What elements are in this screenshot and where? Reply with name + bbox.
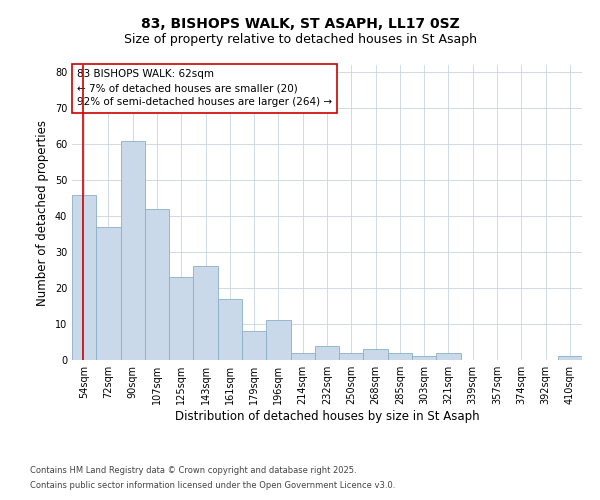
Text: Contains HM Land Registry data © Crown copyright and database right 2025.: Contains HM Land Registry data © Crown c… [30,466,356,475]
Bar [290,353,315,360]
Bar [436,353,461,360]
Text: Contains public sector information licensed under the Open Government Licence v3: Contains public sector information licen… [30,481,395,490]
Y-axis label: Number of detached properties: Number of detached properties [36,120,49,306]
Text: 83, BISHOPS WALK, ST ASAPH, LL17 0SZ: 83, BISHOPS WALK, ST ASAPH, LL17 0SZ [140,18,460,32]
Bar [218,299,242,360]
Bar [339,353,364,360]
Text: 83 BISHOPS WALK: 62sqm
← 7% of detached houses are smaller (20)
92% of semi-deta: 83 BISHOPS WALK: 62sqm ← 7% of detached … [77,70,332,108]
Bar [169,278,193,360]
Bar [388,353,412,360]
Bar [242,331,266,360]
Bar [96,227,121,360]
Bar [193,266,218,360]
Text: Size of property relative to detached houses in St Asaph: Size of property relative to detached ho… [124,32,476,46]
Bar [266,320,290,360]
Bar [121,140,145,360]
Bar [315,346,339,360]
Bar [364,349,388,360]
X-axis label: Distribution of detached houses by size in St Asaph: Distribution of detached houses by size … [175,410,479,423]
Bar [72,194,96,360]
Bar [558,356,582,360]
Bar [412,356,436,360]
Bar [145,209,169,360]
